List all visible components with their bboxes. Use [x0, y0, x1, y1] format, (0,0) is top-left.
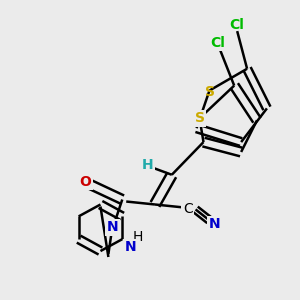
Text: N: N — [208, 217, 220, 231]
Text: C: C — [183, 202, 193, 216]
Text: Cl: Cl — [210, 36, 225, 50]
Text: N: N — [124, 240, 136, 254]
Text: O: O — [80, 175, 92, 189]
Text: N: N — [106, 220, 118, 234]
Text: S: S — [206, 85, 215, 98]
Text: H: H — [142, 158, 154, 172]
Text: S: S — [194, 111, 205, 125]
Text: Cl: Cl — [230, 18, 244, 32]
Text: H: H — [133, 230, 143, 244]
